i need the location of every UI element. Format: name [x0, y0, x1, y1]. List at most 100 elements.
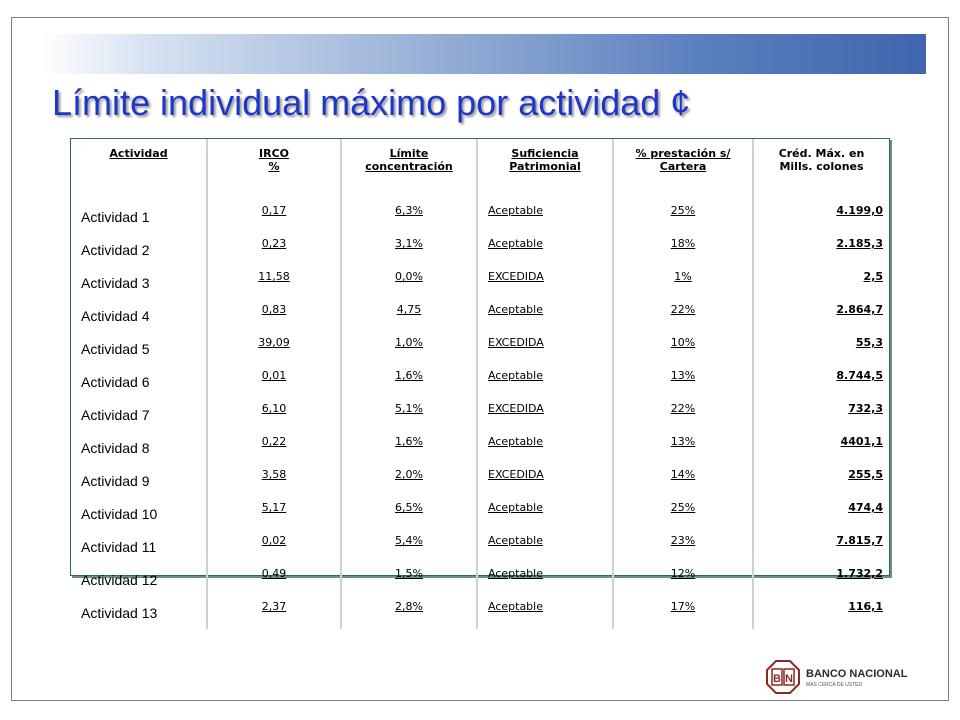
- cell-limite: 5,1%: [340, 398, 477, 431]
- cell-prestacion: 14%: [612, 464, 753, 497]
- table-row: Actividad 12 0,49 1,5% Aceptable 12% 1.732,2: [71, 563, 889, 596]
- table-row: Actividad 9 3,58 2,0% EXCEDIDA 14% 255,5: [71, 464, 889, 497]
- cell-actividad: Actividad 2: [81, 241, 150, 258]
- logo-name: BANCO NACIONAL: [806, 668, 908, 680]
- cell-irco: 39,09: [206, 332, 341, 365]
- cell-limite: 1,6%: [340, 431, 477, 464]
- cell-irco: 0,02: [206, 530, 341, 563]
- cell-suficiencia: EXCEDIDA: [476, 464, 613, 497]
- table-row: Actividad 1 0,17 6,3% Aceptable 25% 4.199,0: [71, 200, 889, 233]
- cell-prestacion: 22%: [612, 299, 753, 332]
- cell-suficiencia: Aceptable: [476, 299, 613, 332]
- logo-tagline: MÁS CERCA DE USTED: [806, 682, 863, 688]
- cell-limite: 0,0%: [340, 266, 477, 299]
- header-irco: IRCO%: [206, 139, 341, 200]
- cell-suficiencia: Aceptable: [476, 365, 613, 398]
- cell-prestacion: 17%: [612, 596, 753, 629]
- cell-actividad: Actividad 12: [81, 571, 158, 588]
- emblem-letter-b: B: [773, 673, 781, 685]
- cell-actividad: Actividad 9: [81, 472, 150, 489]
- table-row: Actividad 5 39,09 1,0% EXCEDIDA 10% 55,3: [71, 332, 889, 365]
- cell-cred-max: 8.744,5: [752, 365, 889, 398]
- cell-cred-max: 732,3: [752, 398, 889, 431]
- table-row: Actividad 8 0,22 1,6% Aceptable 13% 4401,1: [71, 431, 889, 464]
- cell-prestacion: 18%: [612, 233, 753, 266]
- cell-suficiencia: Aceptable: [476, 530, 613, 563]
- cell-irco: 0,17: [206, 200, 341, 233]
- cell-prestacion: 23%: [612, 530, 753, 563]
- activity-limits-table: Actividad IRCO% Límite concentración Sufi…: [71, 139, 889, 629]
- cell-actividad: Actividad 5: [81, 340, 150, 357]
- cell-cred-max: 2,5: [752, 266, 889, 299]
- cell-suficiencia: EXCEDIDA: [476, 266, 613, 299]
- cell-actividad: Actividad 1: [81, 208, 150, 225]
- cell-prestacion: 25%: [612, 497, 753, 530]
- cell-limite: 6,3%: [340, 200, 477, 233]
- cell-irco: 0,01: [206, 365, 341, 398]
- cell-irco: 0,23: [206, 233, 341, 266]
- cell-prestacion: 22%: [612, 398, 753, 431]
- cell-cred-max: 4.199,0: [752, 200, 889, 233]
- cell-cred-max: 116,1: [752, 596, 889, 629]
- cell-actividad: Actividad 6: [81, 373, 150, 390]
- cell-cred-max: 7.815,7: [752, 530, 889, 563]
- cell-limite: 1,0%: [340, 332, 477, 365]
- cell-cred-max: 1.732,2: [752, 563, 889, 596]
- cell-cred-max: 2.185,3: [752, 233, 889, 266]
- cell-irco: 0,22: [206, 431, 341, 464]
- cell-prestacion: 10%: [612, 332, 753, 365]
- cell-prestacion: 12%: [612, 563, 753, 596]
- table-row: Actividad 10 5,17 6,5% Aceptable 25% 474,4: [71, 497, 889, 530]
- cell-actividad: Actividad 3: [81, 274, 150, 291]
- cell-cred-max: 255,5: [752, 464, 889, 497]
- cell-limite: 1,6%: [340, 365, 477, 398]
- cell-actividad: Actividad 11: [81, 538, 157, 555]
- header-cred-max: Créd. Máx. en Mills. colones: [752, 139, 889, 200]
- bank-emblem-icon: B N: [766, 660, 800, 694]
- cell-irco: 0,83: [206, 299, 341, 332]
- emblem-letter-n: N: [785, 673, 793, 685]
- cell-irco: 2,37: [206, 596, 341, 629]
- cell-suficiencia: Aceptable: [476, 497, 613, 530]
- table-row: Actividad 6 0,01 1,6% Aceptable 13% 8.744,5: [71, 365, 889, 398]
- cell-actividad: Actividad 4: [81, 307, 150, 324]
- cell-actividad: Actividad 13: [81, 604, 158, 621]
- slide-title: Límite individual máximo por actividad ¢: [52, 82, 691, 123]
- cell-actividad: Actividad 7: [81, 406, 150, 423]
- header-prestacion: % prestación s/Cartera: [612, 139, 753, 200]
- cell-suficiencia: EXCEDIDA: [476, 398, 613, 431]
- table-header-row: Actividad IRCO% Límite concentración Sufi…: [71, 139, 889, 200]
- cell-prestacion: 1%: [612, 266, 753, 299]
- table-row: Actividad 13 2,37 2,8% Aceptable 17% 116,1: [71, 596, 889, 629]
- header-gradient-band: [40, 34, 926, 74]
- cell-cred-max: 474,4: [752, 497, 889, 530]
- cell-cred-max: 2.864,7: [752, 299, 889, 332]
- table-row: Actividad 2 0,23 3,1% Aceptable 18% 2.185,3: [71, 233, 889, 266]
- table-row: Actividad 7 6,10 5,1% EXCEDIDA 22% 732,3: [71, 398, 889, 431]
- cell-irco: 0,49: [206, 563, 341, 596]
- cell-suficiencia: Aceptable: [476, 431, 613, 464]
- activity-limits-table-container: Actividad IRCO% Límite concentración Sufi…: [70, 138, 890, 629]
- cell-actividad: Actividad 8: [81, 439, 150, 456]
- cell-suficiencia: EXCEDIDA: [476, 332, 613, 365]
- header-suficiencia: Suficiencia Patrimonial: [476, 139, 613, 200]
- cell-cred-max: 4401,1: [752, 431, 889, 464]
- cell-irco: 11,58: [206, 266, 341, 299]
- banco-nacional-logo: B N BANCO NACIONAL MÁS CERCA DE USTED: [766, 660, 908, 696]
- cell-suficiencia: Aceptable: [476, 596, 613, 629]
- cell-limite: 6,5%: [340, 497, 477, 530]
- cell-limite: 5,4%: [340, 530, 477, 563]
- cell-prestacion: 25%: [612, 200, 753, 233]
- cell-prestacion: 13%: [612, 431, 753, 464]
- table-row: Actividad 4 0,83 4,75 Aceptable 22% 2.864,7: [71, 299, 889, 332]
- cell-prestacion: 13%: [612, 365, 753, 398]
- header-limite: Límite concentración: [340, 139, 477, 200]
- cell-cred-max: 55,3: [752, 332, 889, 365]
- table-row: Actividad 3 11,58 0,0% EXCEDIDA 1% 2,5: [71, 266, 889, 299]
- table-row: Actividad 11 0,02 5,4% Aceptable 23% 7.815,7: [71, 530, 889, 563]
- cell-suficiencia: Aceptable: [476, 200, 613, 233]
- cell-irco: 6,10: [206, 398, 341, 431]
- cell-suficiencia: Aceptable: [476, 233, 613, 266]
- cell-irco: 5,17: [206, 497, 341, 530]
- cell-irco: 3,58: [206, 464, 341, 497]
